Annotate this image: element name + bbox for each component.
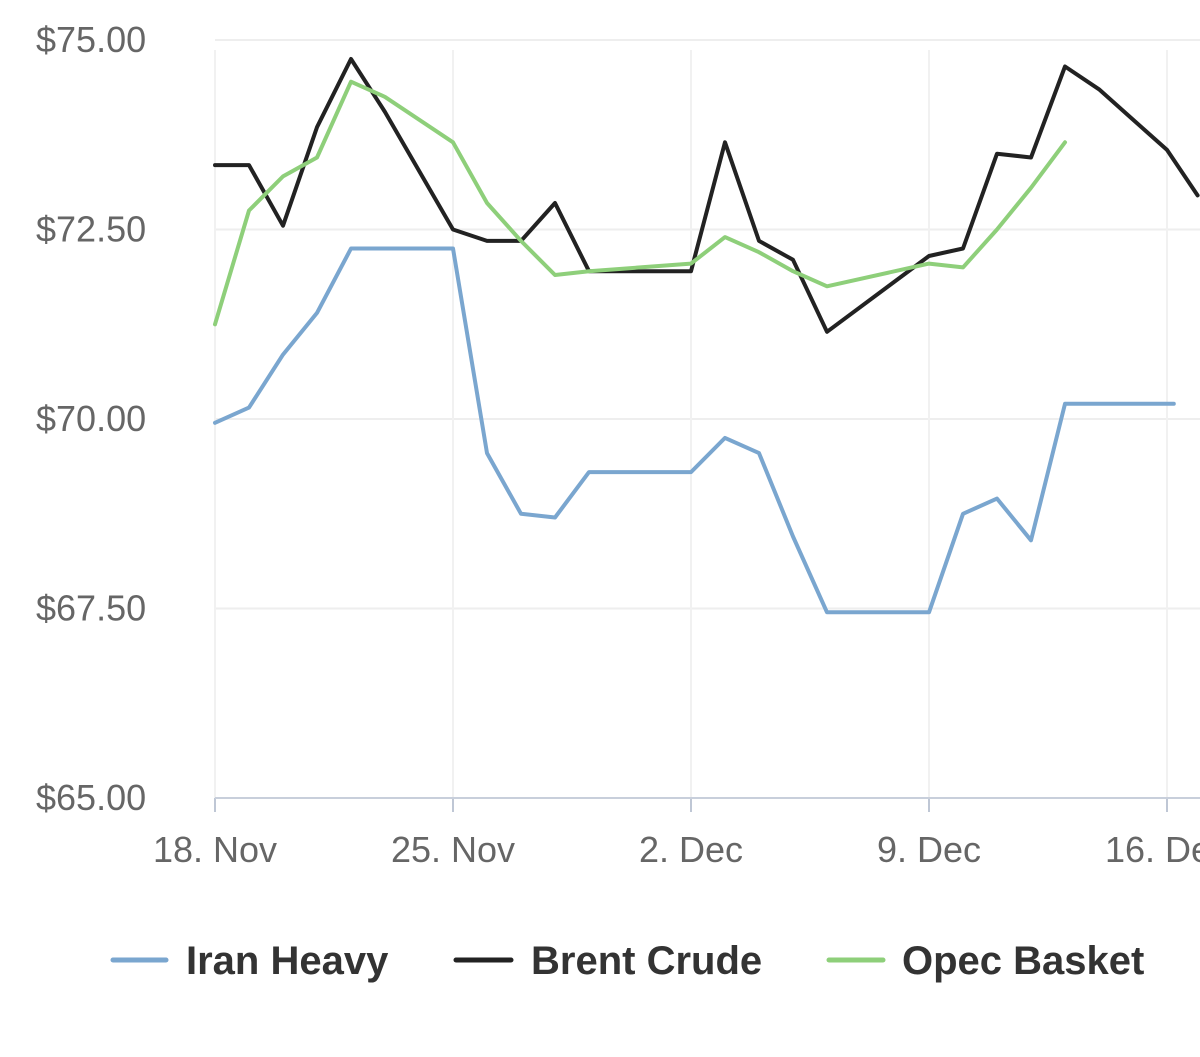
legend-item-brent-crude[interactable]: Brent Crude	[453, 939, 762, 983]
series-line-opec-basket[interactable]	[213, 79, 1067, 327]
grid-lines	[214, 39, 1200, 798]
x-axis	[214, 797, 1200, 812]
legend-item-opec-basket[interactable]: Opec Basket	[826, 939, 1144, 983]
x-tick-label: 2. Dec	[639, 829, 743, 870]
legend[interactable]: Iran Heavy Brent Crude Opec Basket	[110, 939, 1144, 983]
x-tick-label: 25. Nov	[391, 829, 515, 870]
y-tick-label: $70.00	[36, 398, 146, 439]
legend-item-iran-heavy[interactable]: Iran Heavy	[110, 939, 389, 983]
x-axis-tick-labels: 18. Nov 25. Nov 2. Dec 9. Dec 16. Dec	[153, 829, 1200, 870]
y-tick-label: $72.50	[36, 209, 146, 250]
series-line-brent-crude[interactable]	[213, 57, 1200, 334]
legend-label: Brent Crude	[531, 939, 762, 983]
x-tick-label: 9. Dec	[877, 829, 981, 870]
x-tick-label: 16. Dec	[1105, 829, 1200, 870]
legend-label: Opec Basket	[902, 939, 1144, 983]
x-tick-label: 18. Nov	[153, 829, 277, 870]
y-tick-label: $75.00	[36, 19, 146, 60]
y-axis-tick-labels: $65.00 $67.50 $70.00 $72.50 $75.00	[36, 19, 146, 818]
y-tick-label: $67.50	[36, 588, 146, 629]
series-line-iran-heavy[interactable]	[213, 246, 1176, 615]
series-lines	[213, 57, 1200, 615]
y-tick-label: $65.00	[36, 777, 146, 818]
legend-label: Iran Heavy	[186, 939, 389, 983]
